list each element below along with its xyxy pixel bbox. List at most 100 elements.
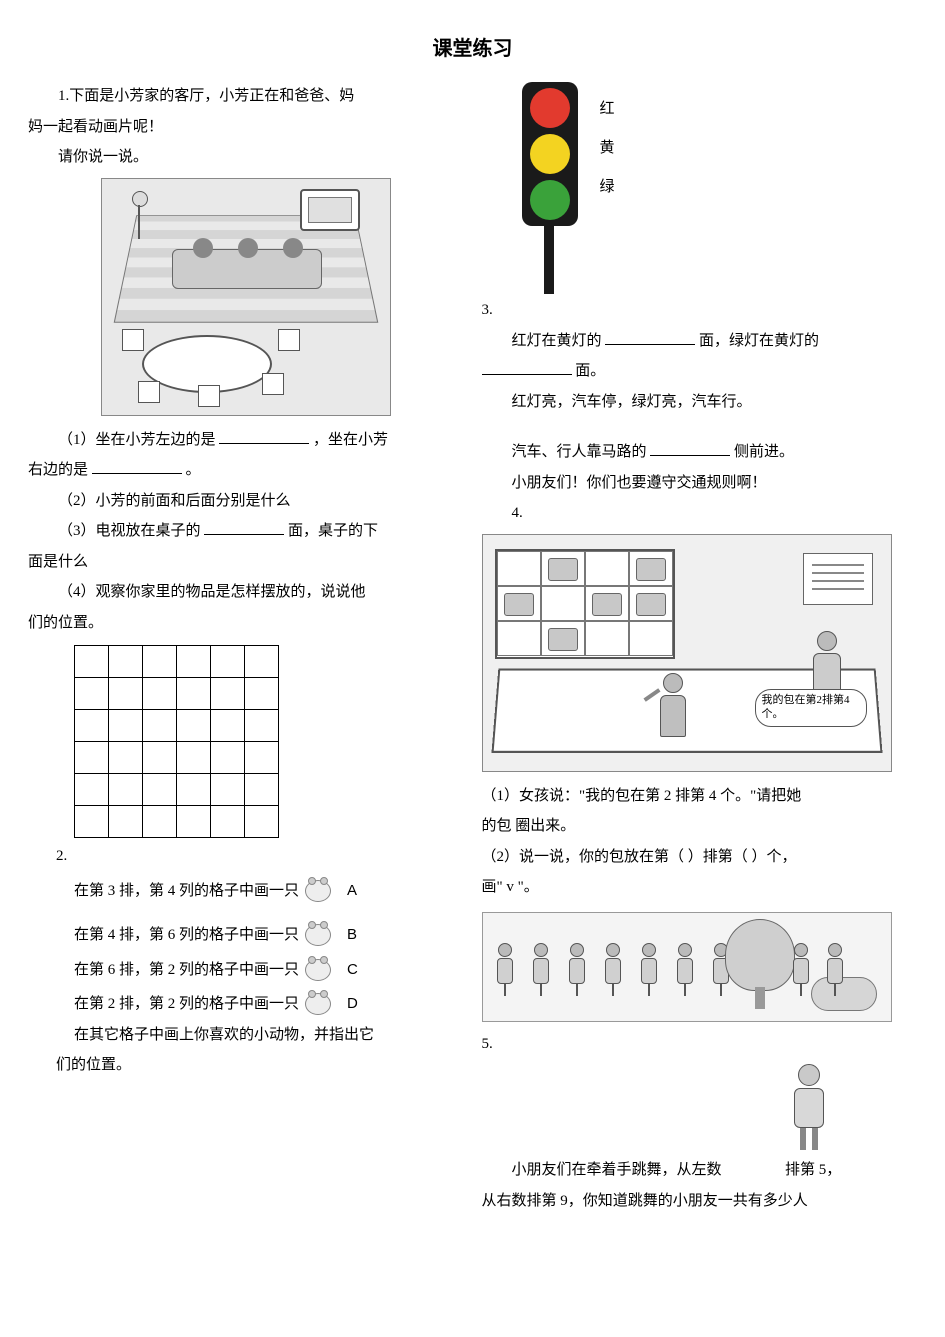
animal-icon xyxy=(305,880,331,902)
text: 。 xyxy=(186,462,201,478)
chair-icon xyxy=(138,381,160,403)
chair-icon xyxy=(198,385,220,407)
text: 在第 4 排，第 6 列的格子中画一只 xyxy=(74,921,299,950)
child-icon xyxy=(565,943,589,997)
q3-line3: 红灯亮，汽车停，绿灯亮，汽车行。 xyxy=(482,388,918,417)
q1-sub3-line1: （3）电视放在桌子的 面，桌子的下 xyxy=(28,517,464,546)
text: （1）坐在小芳左边的是 xyxy=(58,432,216,448)
fill-blank[interactable] xyxy=(482,360,572,375)
person-icon xyxy=(193,238,213,258)
text: 汽车、行人靠马路的 xyxy=(512,444,647,460)
q2-tail-line2: 们的位置。 xyxy=(56,1051,464,1080)
tv-icon xyxy=(300,189,360,231)
child-icon xyxy=(637,943,661,997)
bag-icon xyxy=(541,621,585,656)
text: 小朋友们在牵着手跳舞，从左数 xyxy=(512,1162,722,1178)
q1-sub4-line1: （4）观察你家里的物品是怎样摆放的，说说他 xyxy=(28,578,464,607)
boy-icon xyxy=(653,673,693,749)
q1-sub4-line2: 们的位置。 xyxy=(28,609,464,638)
light-labels: 红 黄 绿 xyxy=(600,90,615,207)
animal-icon xyxy=(305,959,331,981)
text: 在第 2 排，第 2 列的格子中画一只 xyxy=(74,990,299,1019)
label-red: 红 xyxy=(600,90,615,129)
q2-instruction-row: 在第 3 排，第 4 列的格子中画一只 A xyxy=(74,877,464,906)
person-icon xyxy=(238,238,258,258)
text: （3）电视放在桌子的 xyxy=(58,523,201,539)
person-icon xyxy=(283,238,303,258)
q4-sub2-line1: （2）说一说，你的包放在第（ ）排第（ ）个， xyxy=(482,843,918,872)
q3-number: 3. xyxy=(482,296,918,325)
children-row xyxy=(493,943,733,997)
animal-icon xyxy=(305,993,331,1015)
q1-sub1-line1: （1）坐在小芳左边的是 ，坐在小芳 xyxy=(28,426,464,455)
child-icon xyxy=(789,943,813,997)
traffic-light-graphic xyxy=(482,82,578,294)
fill-blank[interactable] xyxy=(92,459,182,474)
text: ，坐在小芳 xyxy=(313,432,388,448)
pole-shape xyxy=(544,224,554,294)
q5-number: 5. xyxy=(482,1030,918,1059)
q3-line5: 小朋友们！你们也要遵守交通规则啊！ xyxy=(482,469,918,498)
bag-icon xyxy=(629,586,673,621)
fill-blank[interactable] xyxy=(219,429,309,444)
right-column: 红 黄 绿 3. 红灯在黄灯的 面，绿灯在黄灯的 面。 红灯亮，汽车停，绿灯亮，… xyxy=(482,82,918,1217)
q1-intro-line1: 1.下面是小芳家的客厅，小芳正在和爸爸、妈 xyxy=(28,82,464,111)
chair-icon xyxy=(122,329,144,351)
left-column: 1.下面是小芳家的客厅，小芳正在和爸爸、妈 妈一起看动画片呢！ 请你说一说。 （… xyxy=(28,82,464,1217)
bag-icon xyxy=(497,586,541,621)
letter-label: D xyxy=(347,990,358,1019)
child-icon xyxy=(673,943,697,997)
chair-icon xyxy=(278,329,300,351)
poster-icon xyxy=(803,553,873,605)
yellow-light-icon xyxy=(530,134,570,174)
q2-instruction-row: 在第 2 排，第 2 列的格子中画一只 D xyxy=(74,990,464,1019)
sofa-shape xyxy=(172,249,322,289)
q1-sub3-line2: 面是什么 xyxy=(28,548,464,577)
fill-blank[interactable] xyxy=(204,520,284,535)
text: 在第 6 排，第 2 列的格子中画一只 xyxy=(74,956,299,985)
standing-child-icon xyxy=(782,1064,836,1154)
grid-table[interactable] xyxy=(74,645,279,838)
animal-icon xyxy=(305,924,331,946)
q1-intro-line2: 妈一起看动画片呢！ xyxy=(28,113,464,142)
text: 侧前进。 xyxy=(734,444,794,460)
text: 右边的是 xyxy=(28,462,88,478)
fill-blank[interactable] xyxy=(650,441,730,456)
q2-tail-line1: 在其它格子中画上你喜欢的小动物，并指出它 xyxy=(74,1021,464,1050)
q1-sub1-line2: 右边的是 。 xyxy=(28,456,464,485)
label-yellow: 黄 xyxy=(600,129,615,168)
q4-sub1-line1: （1）女孩说："我的包在第 2 排第 4 个。"请把她 xyxy=(482,782,918,811)
shelf-grid xyxy=(495,549,675,659)
q1-prompt: 请你说一说。 xyxy=(28,143,464,172)
q5-line2: 从右数排第 9，你知道跳舞的小朋友一共有多少人 xyxy=(482,1187,918,1216)
q3-line1: 红灯在黄灯的 面，绿灯在黄灯的 xyxy=(482,327,918,356)
label-green: 绿 xyxy=(600,168,615,207)
child-icon xyxy=(823,943,847,997)
q2-instruction-row: 在第 6 排，第 2 列的格子中画一只 C xyxy=(74,956,464,985)
q2-instruction-row: 在第 4 排，第 6 列的格子中画一只 B xyxy=(74,921,464,950)
grid-6x6 xyxy=(74,645,464,838)
children-right-group xyxy=(789,943,847,997)
traffic-light-body xyxy=(522,82,578,226)
text: 面。 xyxy=(575,363,605,379)
q3-line4: 汽车、行人靠马路的 侧前进。 xyxy=(482,438,918,467)
green-light-icon xyxy=(530,180,570,220)
bag-icon xyxy=(629,551,673,586)
q3-line2: 面。 xyxy=(482,357,918,386)
text: 在第 3 排，第 4 列的格子中画一只 xyxy=(74,877,299,906)
text: 面，桌子的下 xyxy=(288,523,378,539)
text: 排第 5， xyxy=(785,1162,841,1178)
letter-label: B xyxy=(347,921,357,950)
fill-blank[interactable] xyxy=(605,330,695,345)
page-title: 课堂练习 xyxy=(28,30,917,68)
q4-sub1-line2: 的包 圈出来。 xyxy=(482,812,918,841)
bag-icon xyxy=(541,551,585,586)
child-icon xyxy=(601,943,625,997)
q5-line1: 小朋友们在牵着手跳舞，从左数 排第 5， xyxy=(482,1156,918,1185)
text: 红灯在黄灯的 xyxy=(512,333,602,349)
dancing-children-illustration xyxy=(482,912,892,1022)
traffic-light-figure: 红 黄 绿 xyxy=(482,82,918,294)
q4-sub2-line2: 画" v "。 xyxy=(482,873,918,902)
text: 面，绿灯在黄灯的 xyxy=(699,333,819,349)
letter-label: C xyxy=(347,956,358,985)
